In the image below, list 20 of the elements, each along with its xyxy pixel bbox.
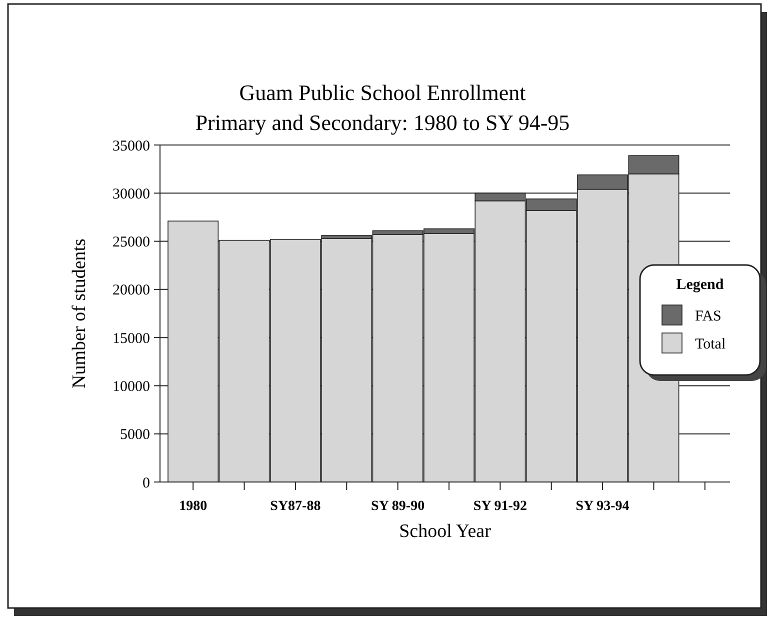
x-tick-label: SY 89-90 [371, 499, 425, 514]
x-tick-label: SY 93-94 [576, 499, 630, 514]
y-tick-label: 0 [142, 475, 150, 492]
y-tick-label: 5000 [120, 427, 150, 444]
y-tick-label: 15000 [112, 330, 150, 347]
legend-label: Total [695, 336, 726, 352]
legend-title: Legend [676, 277, 724, 293]
legend-label: FAS [695, 308, 722, 324]
y-tick-label: 25000 [112, 234, 150, 251]
chart-title: Guam Public School Enrollment [239, 80, 526, 105]
x-axis-title: School Year [399, 521, 492, 542]
y-tick-label: 20000 [112, 282, 150, 299]
chart-subtitle: Primary and Secondary: 1980 to SY 94-95 [195, 110, 570, 135]
x-tick-label: SY 91-92 [473, 499, 527, 514]
y-axis-title: Number of students [69, 238, 90, 388]
y-tick-label: 30000 [112, 186, 150, 202]
x-tick-label: SY87-88 [270, 499, 321, 514]
y-tick-label: 10000 [112, 378, 150, 395]
y-tick-label: 35000 [112, 138, 150, 154]
x-tick-label: 1980 [179, 499, 208, 514]
